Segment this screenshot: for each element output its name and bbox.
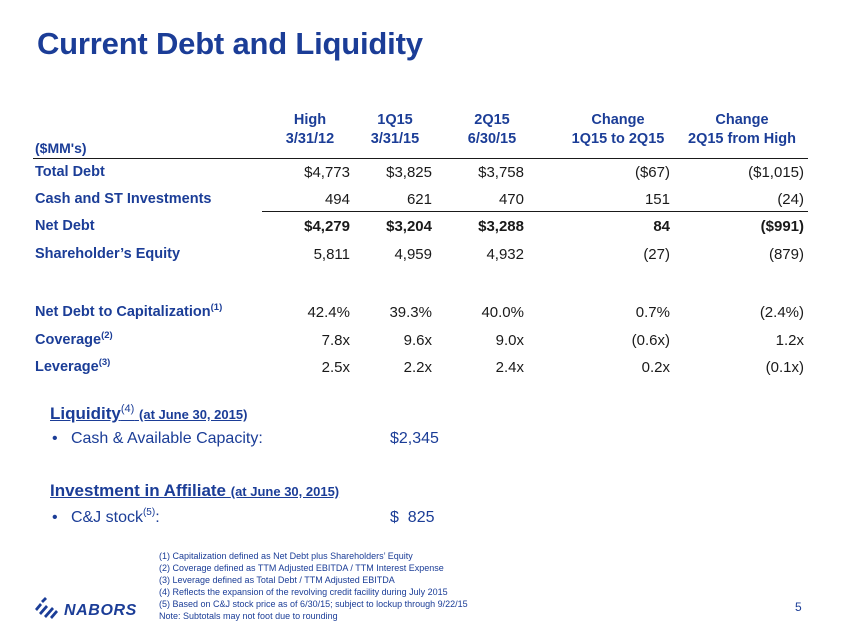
- cell-net-debt-1q15: $3,204: [386, 218, 432, 235]
- cell-capitalization-change-q: 0.7%: [635, 304, 670, 321]
- investment-heading-text: Investment in Affiliate: [50, 481, 227, 500]
- column-header-line2: 3/31/12: [285, 131, 335, 147]
- logo-text: NABORS: [64, 601, 137, 619]
- liquidity-date-note: (at June 30, 2015): [139, 407, 248, 422]
- liquidity-value: $2,345: [390, 430, 439, 447]
- cell-total-debt-change-high: ($1,015): [748, 164, 804, 181]
- investment-value: $ 825: [390, 509, 435, 527]
- cell-equity-change-high: (879): [768, 246, 804, 263]
- row-label-total-debt: Total Debt: [35, 164, 105, 180]
- liquidity-heading-text: Liquidity: [50, 404, 121, 423]
- cell-total-debt-1q15: $3,825: [386, 164, 432, 181]
- column-header-change-1q-2q: Change 1Q15 to 2Q15: [558, 111, 678, 149]
- page-title: Current Debt and Liquidity: [37, 26, 423, 61]
- column-header-line1: 1Q15: [377, 112, 413, 128]
- footnote-ref: (5): [142, 507, 156, 518]
- cell-total-debt-high: $4,773: [304, 164, 350, 181]
- row-label-net-debt: Net Debt: [35, 218, 95, 234]
- cell-net-debt-high: $4,279: [304, 218, 350, 235]
- cell-equity-change-q: (27): [643, 246, 670, 263]
- column-header-line1: Change: [591, 112, 645, 128]
- cell-leverage-1q15: 2.2x: [403, 359, 432, 376]
- cell-equity-high: 5,811: [313, 246, 350, 263]
- column-header-line2: 6/30/15: [467, 131, 517, 147]
- liquidity-bullet-label: Cash & Available Capacity:: [70, 430, 263, 447]
- investment-amount: 825: [407, 509, 435, 526]
- investment-bullet: • C&J stock(5):: [52, 507, 160, 527]
- unit-label: ($MM's): [35, 140, 87, 156]
- cell-capitalization-high: 42.4%: [307, 304, 350, 321]
- cell-cash-1q15: 621: [406, 191, 432, 208]
- bullet-icon: •: [52, 509, 58, 526]
- cell-coverage-1q15: 9.6x: [403, 332, 432, 349]
- cell-leverage-change-q: 0.2x: [641, 359, 670, 376]
- row-label-text: Net Debt to Capitalization: [35, 304, 211, 320]
- cell-cash-high: 494: [324, 191, 350, 208]
- cell-cash-change-high: (24): [777, 191, 804, 208]
- cell-capitalization-change-high: (2.4%): [759, 304, 804, 321]
- column-header-line2: 2Q15 from High: [688, 131, 796, 147]
- row-label-leverage: Leverage(3): [35, 357, 111, 375]
- nabors-logo-icon: [33, 597, 59, 624]
- nabors-logo: NABORS: [33, 597, 137, 624]
- row-label-net-debt-to-capitalization: Net Debt to Capitalization(1): [35, 302, 223, 320]
- footnote-ref: (2): [101, 330, 113, 341]
- footnote-5: (5) Based on C&J stock price as of 6/30/…: [159, 599, 468, 609]
- cell-leverage-high: 2.5x: [321, 359, 350, 376]
- column-header-line2: 1Q15 to 2Q15: [571, 131, 665, 147]
- footnote-3: (3) Leverage defined as Total Debt / TTM…: [159, 575, 395, 585]
- page-number: 5: [795, 600, 802, 614]
- cell-capitalization-1q15: 39.3%: [389, 304, 432, 321]
- column-header-1q15: 1Q15 3/31/15: [355, 111, 435, 149]
- liquidity-heading: Liquidity(4) (at June 30, 2015): [50, 404, 247, 424]
- column-header-line1: 2Q15: [474, 112, 510, 128]
- cell-net-debt-2q15: $3,288: [478, 218, 524, 235]
- investment-currency: $: [390, 509, 399, 526]
- row-label-shareholders-equity: Shareholder’s Equity: [35, 246, 181, 262]
- row-label-text: Leverage: [35, 359, 99, 375]
- cell-cash-change-q: 151: [644, 191, 670, 208]
- cell-net-debt-change-high: ($991): [760, 218, 804, 235]
- investment-bullet-colon: :: [155, 509, 160, 526]
- cell-leverage-change-high: (0.1x): [765, 359, 804, 376]
- column-header-high: High 3/31/12: [265, 111, 355, 149]
- cell-coverage-change-high: 1.2x: [775, 332, 804, 349]
- cell-coverage-2q15: 9.0x: [495, 332, 524, 349]
- footnote-4: (4) Reflects the expansion of the revolv…: [159, 587, 448, 597]
- cell-total-debt-change-q: ($67): [634, 164, 670, 181]
- cell-cash-2q15: 470: [498, 191, 524, 208]
- footnote-1: (1) Capitalization defined as Net Debt p…: [159, 551, 413, 561]
- column-header-change-from-high: Change 2Q15 from High: [677, 111, 807, 149]
- footnote-ref: (4): [120, 403, 135, 415]
- cell-leverage-2q15: 2.4x: [495, 359, 524, 376]
- column-header-line1: Change: [715, 112, 769, 128]
- subtotal-divider: [262, 211, 808, 212]
- footnote-ref: (1): [210, 302, 223, 313]
- liquidity-bullet: • Cash & Available Capacity:: [52, 430, 263, 448]
- row-label-text: Coverage: [35, 332, 102, 348]
- row-label-cash-st-investments: Cash and ST Investments: [35, 191, 212, 207]
- cell-coverage-high: 7.8x: [321, 332, 350, 349]
- footnote-note: Note: Subtotals may not foot due to roun…: [159, 611, 338, 621]
- cell-net-debt-change-q: 84: [653, 218, 670, 235]
- footnote-ref: (3): [98, 357, 111, 368]
- footnote-2: (2) Coverage defined as TTM Adjusted EBI…: [159, 563, 444, 573]
- column-header-line1: High: [293, 112, 327, 128]
- cell-total-debt-2q15: $3,758: [478, 164, 524, 181]
- cell-capitalization-2q15: 40.0%: [481, 304, 524, 321]
- cell-equity-1q15: 4,959: [394, 246, 432, 263]
- investment-bullet-label: C&J stock: [70, 509, 143, 526]
- cell-coverage-change-q: (0.6x): [631, 332, 670, 349]
- header-divider: [33, 158, 808, 159]
- cell-equity-2q15: 4,932: [486, 246, 524, 263]
- column-header-2q15: 2Q15 6/30/15: [442, 111, 542, 149]
- column-header-line2: 3/31/15: [370, 131, 420, 147]
- investment-date-note: (at June 30, 2015): [230, 484, 340, 499]
- investment-heading: Investment in Affiliate (at June 30, 201…: [50, 481, 339, 501]
- bullet-icon: •: [52, 430, 58, 447]
- row-label-coverage: Coverage(2): [35, 330, 113, 348]
